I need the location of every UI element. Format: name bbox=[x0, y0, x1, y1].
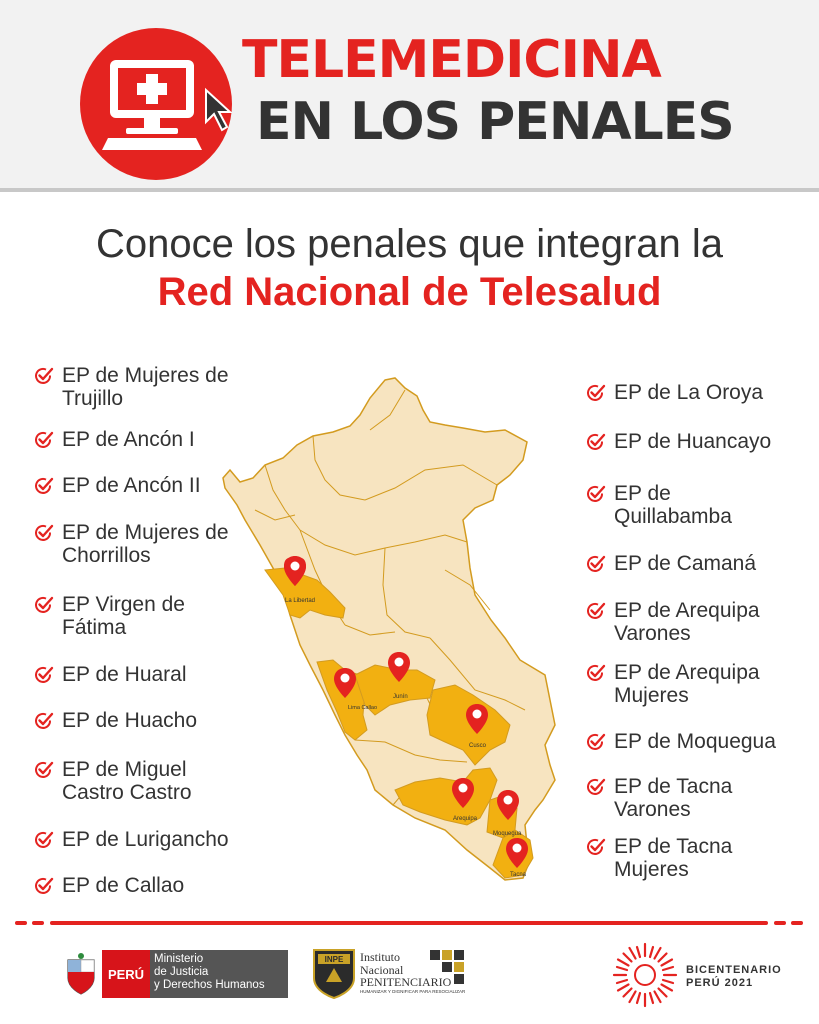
inpe-line-3: PENITENCIARIO bbox=[360, 975, 452, 989]
check-circle-icon bbox=[35, 431, 54, 448]
list-item-label: EP de Callao bbox=[62, 874, 185, 897]
list-item-label: EP de Arequipa Mujeres bbox=[614, 661, 760, 707]
title-line-2: EN LOS PENALES bbox=[256, 92, 735, 152]
subtitle-line-1: Conoce los penales que integran la bbox=[95, 222, 724, 266]
check-circle-icon bbox=[587, 555, 606, 572]
pin-label-junin: Junín bbox=[393, 694, 408, 700]
header-divider bbox=[0, 188, 819, 192]
pin-label-cusco: Cusco bbox=[469, 743, 487, 749]
inpe-shield-icon: INPE bbox=[313, 949, 355, 1000]
list-item-label: EP de Moquegua bbox=[614, 730, 776, 753]
check-circle-icon bbox=[35, 761, 54, 778]
inpe-blocks-icon bbox=[430, 950, 464, 984]
map-pin-icon bbox=[334, 668, 356, 698]
ministry-line-3: y Derechos Humanos bbox=[154, 979, 265, 991]
check-circle-icon bbox=[35, 477, 54, 494]
inpe-logo: INPE Instituto Nacional PENITENCIARIO HU… bbox=[312, 948, 472, 1000]
pin-label-arequipa: Arequipa bbox=[453, 816, 478, 822]
list-item-label: EP de Huacho bbox=[62, 709, 198, 732]
check-circle-icon bbox=[587, 838, 606, 855]
list-item-label: EP de Tacna Varones bbox=[614, 775, 733, 821]
minjus-logo: PERÚ Ministerio de Justicia y Derechos H… bbox=[64, 950, 289, 998]
peru-map: La Libertad Lima Callao Junín Cusco Areq… bbox=[222, 377, 556, 881]
list-item-label: EP de La Oroya bbox=[614, 381, 764, 404]
inpe-tagline: HUMANIZAR Y DIGNIFICAR PARA RESOCIALIZAR bbox=[360, 989, 466, 994]
list-item-label: EP de Ancón II bbox=[62, 474, 201, 497]
pin-label-lima-callao: Lima Callao bbox=[348, 705, 377, 711]
check-circle-icon bbox=[587, 733, 606, 750]
check-circle-icon bbox=[587, 384, 606, 401]
ministry-line-2: de Justicia bbox=[154, 966, 209, 978]
bicentenario-line-1: BICENTENARIO bbox=[686, 964, 782, 976]
ministry-line-1: Ministerio bbox=[154, 953, 204, 965]
list-item-label: EP de Huancayo bbox=[614, 430, 772, 453]
map-pin-icon bbox=[284, 556, 306, 586]
list-item-label: EP de Mujeres de Trujillo bbox=[62, 364, 229, 410]
list-item-label: EP de Huaral bbox=[62, 663, 187, 686]
title-line-1: TELEMEDICINA bbox=[242, 30, 662, 90]
footer-divider bbox=[15, 921, 803, 925]
list-item-label: EP de Arequipa Varones bbox=[614, 599, 760, 645]
list-item-label: EP de Tacna Mujeres bbox=[614, 835, 733, 881]
map-pin-icon bbox=[388, 652, 410, 682]
check-circle-icon bbox=[35, 877, 54, 894]
list-item-label: EP de Lurigancho bbox=[62, 828, 229, 851]
inpe-badge-text: INPE bbox=[325, 955, 344, 964]
pin-label-tacna: Tacna bbox=[510, 872, 527, 878]
coat-of-arms-icon bbox=[67, 953, 95, 995]
list-item-label: EP Virgen de Fátima bbox=[62, 593, 185, 639]
check-circle-icon bbox=[587, 664, 606, 681]
inpe-line-1: Instituto bbox=[360, 950, 401, 964]
subtitle-line-2: Red Nacional de Telesalud bbox=[157, 270, 662, 314]
check-circle-icon bbox=[35, 666, 54, 683]
list-item-label: EP de Mujeres de Chorrillos bbox=[62, 521, 229, 567]
peru-label: PERÚ bbox=[102, 950, 150, 998]
bicentenario-line-2: PERÚ 2021 bbox=[686, 977, 754, 989]
pin-label-moquegua: Moquegua bbox=[493, 831, 522, 837]
list-item-label: EP de Camaná bbox=[614, 552, 757, 575]
map-pin-icon bbox=[506, 838, 528, 868]
check-circle-icon bbox=[35, 596, 54, 613]
bicentenario-burst-icon bbox=[612, 942, 678, 1008]
list-item-label: EP de Quillabamba bbox=[614, 482, 732, 528]
check-circle-icon bbox=[587, 778, 606, 795]
inpe-line-2: Nacional bbox=[360, 963, 404, 977]
check-circle-icon bbox=[35, 524, 54, 541]
check-circle-icon bbox=[35, 367, 54, 384]
check-circle-icon bbox=[587, 433, 606, 450]
map-pin-icon bbox=[497, 790, 519, 820]
map-region-cusco bbox=[426, 684, 511, 766]
check-circle-icon bbox=[587, 485, 606, 502]
list-item-label: EP de Ancón I bbox=[62, 428, 195, 451]
ministry-name: Ministerio de Justicia y Derechos Humano… bbox=[150, 950, 288, 998]
check-circle-icon bbox=[35, 712, 54, 729]
map-pin-icon bbox=[452, 778, 474, 808]
map-pin-icon bbox=[466, 704, 488, 734]
check-circle-icon bbox=[587, 602, 606, 619]
pin-label-la-libertad: La Libertad bbox=[285, 598, 315, 604]
check-circle-icon bbox=[35, 831, 54, 848]
bicentenario-logo: BICENTENARIO PERÚ 2021 bbox=[612, 942, 792, 1008]
computer-medical-cross-icon bbox=[80, 28, 233, 180]
list-item-label: EP de Miguel Castro Castro bbox=[62, 758, 192, 804]
